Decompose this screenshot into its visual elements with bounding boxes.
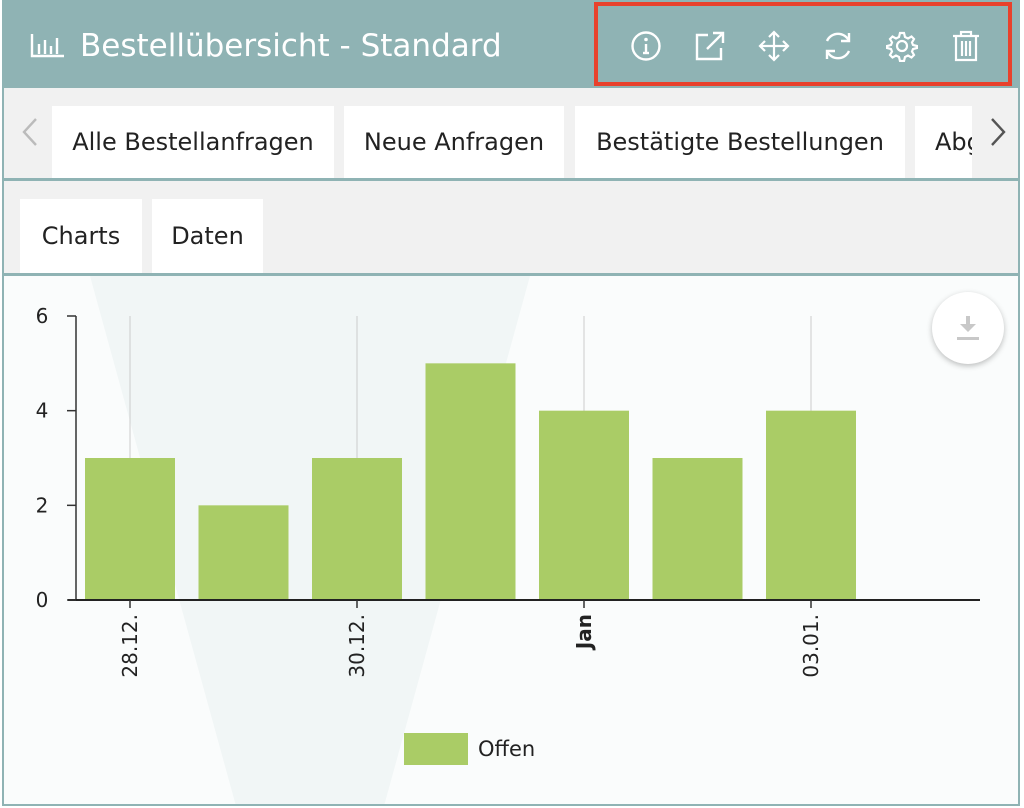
y-tick-label: 2 <box>36 493 49 517</box>
legend-swatch <box>404 733 468 765</box>
widget-header: Bestellübersicht - Standard <box>4 2 1018 88</box>
info-icon[interactable] <box>628 28 664 64</box>
order-tabs: Alle Bestellanfragen Neue Anfragen Bestä… <box>52 106 972 178</box>
legend-label: Offen <box>478 737 536 761</box>
refresh-icon[interactable] <box>820 28 856 64</box>
bar-chart-icon <box>30 32 66 62</box>
chart-area: 0 2 4 6 28.12. 30.12. Jan 03.01. Offen <box>4 276 1018 804</box>
tabs-scroll-right-icon[interactable] <box>982 110 1014 154</box>
delete-icon[interactable] <box>948 28 984 64</box>
view-tabs-bar: Charts Daten <box>4 181 1018 276</box>
bar <box>85 458 175 600</box>
legend-item-offen[interactable]: Offen <box>404 733 535 765</box>
bar <box>425 363 516 600</box>
move-icon[interactable] <box>756 28 792 64</box>
tab-new-requests[interactable]: Neue Anfragen <box>344 106 564 178</box>
y-tick-label: 0 <box>36 588 49 612</box>
settings-icon[interactable] <box>884 28 920 64</box>
x-tick-label: Jan <box>572 614 596 651</box>
bar <box>766 410 856 600</box>
y-tick-label: 6 <box>36 304 49 328</box>
order-tabs-bar: Alle Bestellanfragen Neue Anfragen Bestä… <box>4 88 1018 181</box>
bar <box>198 505 289 600</box>
tab-data[interactable]: Daten <box>152 199 263 273</box>
bar <box>652 458 743 600</box>
tab-charts[interactable]: Charts <box>20 199 142 273</box>
y-tick-label: 4 <box>36 399 49 423</box>
widget-title: Bestellübersicht - Standard <box>80 28 502 64</box>
widget-toolbar <box>594 2 1012 86</box>
bar <box>312 458 402 600</box>
x-tick-label: 03.01. <box>799 614 823 678</box>
external-link-icon[interactable] <box>692 28 728 64</box>
x-tick-label: 28.12. <box>118 614 142 678</box>
bar <box>539 410 629 600</box>
bar-chart: 0 2 4 6 28.12. 30.12. Jan 03.01. <box>36 276 980 804</box>
tab-confirmed-orders[interactable]: Bestätigte Bestellungen <box>575 106 905 178</box>
tab-rejected-requests[interactable]: Abgelehnte Anfragen <box>915 106 972 178</box>
download-icon <box>957 316 979 340</box>
x-tick-label: 30.12. <box>345 614 369 678</box>
tab-all-order-requests[interactable]: Alle Bestellanfragen <box>52 106 334 178</box>
tabs-scroll-left-icon[interactable] <box>14 110 46 154</box>
download-chart-button[interactable] <box>932 292 1004 364</box>
